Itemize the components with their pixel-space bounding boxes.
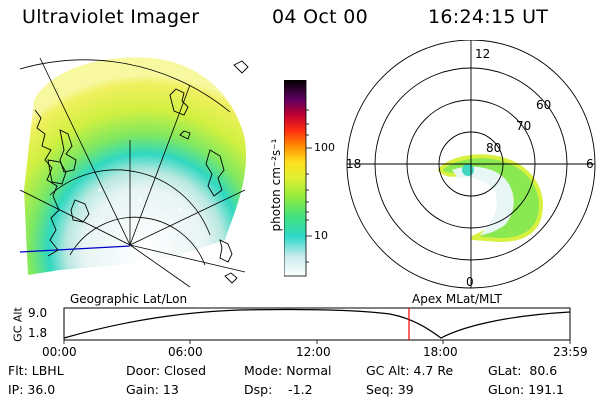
orbit-ymin-label: 1.8: [28, 326, 48, 340]
gain-info: Gain: 13: [126, 382, 179, 397]
colorbar: [284, 80, 312, 277]
polar-plot: 12 18 6 0 60 70 80: [346, 40, 596, 289]
coastline: [179, 130, 191, 140]
latitude-circle-inner: [69, 216, 206, 266]
mlt-label-18: 18: [346, 157, 361, 171]
gc-alt-info: GC Alt: 4.7 Re: [366, 363, 454, 378]
orbit-plot-frame: [63, 307, 571, 341]
orbit-altitude-plot: [63, 307, 571, 344]
meridian-line: [129, 84, 191, 246]
orbit-ymax-label: 9.0: [28, 306, 48, 320]
coastline: [59, 129, 77, 173]
time-tick-0000: 00:00: [42, 345, 77, 359]
colorbar-unit-label: photon cm⁻²s⁻¹: [269, 138, 283, 232]
meridian-line: [39, 57, 131, 246]
auroral-oval-inner: [452, 166, 514, 235]
coastline: [224, 272, 238, 284]
meridian-line: [20, 189, 131, 246]
colorbar-tick-10: 10: [314, 229, 328, 242]
aurora-glow: [24, 57, 246, 275]
coastline: [47, 159, 67, 185]
orbit-altitude-curve: [63, 308, 571, 339]
coastline: [70, 199, 90, 223]
mlt-label-0: 0: [466, 275, 474, 289]
time-tick-1200: 12:00: [296, 345, 331, 359]
meridian-line: [129, 244, 246, 273]
coastline: [34, 109, 60, 257]
coastline: [219, 239, 233, 263]
seq-info: Seq: 39: [366, 382, 414, 397]
mlat-label-70: 70: [516, 119, 531, 133]
meridian-line: [129, 244, 191, 288]
dsp-info: Dsp: -1.2: [244, 382, 313, 397]
coastline: [233, 60, 249, 74]
glat-info: GLat: 80.6: [488, 363, 558, 378]
mlt-label-12: 12: [475, 47, 490, 61]
app-title: Ultraviolet Imager: [22, 6, 200, 28]
coastline: [205, 149, 225, 197]
orbit-ylabel: GC Alt: [11, 307, 25, 342]
flt-info: Flt: LBHL: [8, 363, 64, 378]
date-label: 04 Oct 00: [272, 6, 368, 28]
latitude-circle-outer: [20, 59, 231, 113]
colorbar-gradient: [284, 80, 307, 277]
mlat-label-80: 80: [486, 141, 501, 155]
mlt-label-6: 6: [586, 157, 594, 171]
time-tick-2359: 23:59: [553, 345, 588, 359]
ip-info: IP: 36.0: [8, 382, 56, 397]
geographic-image: [20, 57, 249, 288]
time-label: 16:24:15 UT: [428, 6, 549, 28]
terminator-line: [20, 245, 131, 253]
coastline: [169, 88, 189, 116]
colorbar-tick-100: 100: [314, 141, 335, 154]
latitude-circle-mid: [49, 169, 211, 236]
mode-info: Mode: Normal: [244, 363, 332, 378]
mlat-label-60: 60: [536, 98, 551, 112]
time-tick-0600: 06:00: [168, 345, 203, 359]
geographic-panel-label: Geographic Lat/Lon: [70, 292, 188, 306]
time-tick-1800: 18:00: [423, 345, 458, 359]
glon-info: GLon: 191.1: [488, 382, 564, 397]
apex-panel-label: Apex MLat/MLT: [412, 292, 502, 306]
door-info: Door: Closed: [126, 363, 207, 378]
meridian-line: [129, 189, 246, 246]
